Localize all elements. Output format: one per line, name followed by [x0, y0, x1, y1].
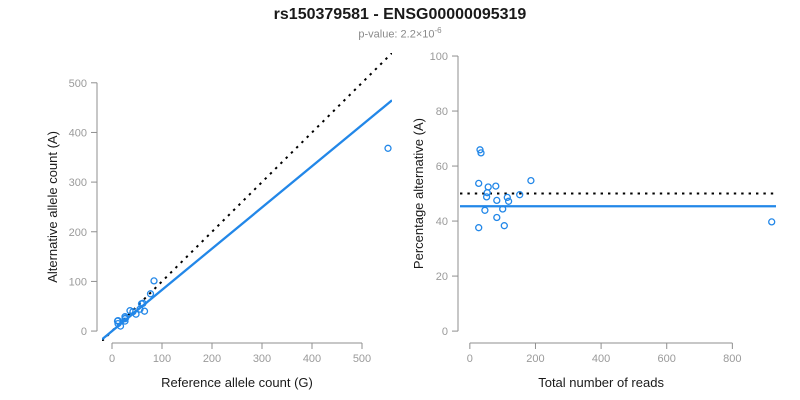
y-tick-label: 0 [442, 326, 448, 338]
data-point [768, 218, 776, 226]
y-tick-label: 100 [430, 51, 448, 63]
data-point [493, 196, 501, 205]
y-tick-label: 60 [436, 161, 448, 173]
x-tick-label: 300 [253, 353, 271, 365]
p-value-exponent: -6 [434, 26, 442, 35]
data-point [482, 193, 491, 201]
left-plot-x-axis-title: Reference allele count (G) [161, 375, 313, 390]
data-point [527, 176, 535, 185]
right-plot-x-axis-title: Total number of reads [538, 375, 664, 390]
x-tick-label: 400 [592, 353, 610, 365]
data-point [481, 206, 489, 214]
y-tick-label: 100 [69, 276, 87, 288]
data-point [493, 213, 501, 222]
y-tick-label: 200 [69, 227, 87, 239]
data-point [146, 290, 155, 298]
data-point [499, 205, 507, 213]
fit-line [102, 99, 392, 341]
right-plot-y-axis-title: Percentage alternative (A) [411, 118, 426, 269]
left-plot-y-axis: 0 100 200 300 400 500 [69, 78, 98, 338]
data-point [516, 191, 524, 199]
left-plot-x-axis: 0 100 200 300 400 500 [109, 342, 371, 365]
x-tick-label: 200 [203, 353, 221, 365]
right-plot: 0 200 400 600 800 0 20 40 60 80 100 Total number of… [411, 51, 776, 390]
x-tick-label: 0 [467, 353, 473, 365]
data-point [475, 224, 483, 232]
y-tick-label: 300 [69, 177, 87, 189]
x-tick-label: 0 [109, 353, 115, 365]
x-tick-label: 100 [153, 353, 171, 365]
data-point [484, 183, 492, 191]
y-tick-label: 40 [436, 216, 448, 228]
data-point [503, 193, 511, 202]
left-plot: 0 100 200 300 400 500 0 100 200 300 400 500 Referenc… [45, 53, 392, 390]
data-point [476, 146, 484, 154]
y-tick-label: 80 [436, 106, 448, 118]
data-point [132, 310, 140, 318]
data-point [504, 197, 513, 205]
x-tick-label: 800 [723, 353, 741, 365]
data-point [121, 317, 129, 325]
y-tick-label: 500 [69, 78, 87, 90]
data-point [475, 179, 483, 188]
left-plot-y-axis-title: Alternative allele count (A) [45, 131, 60, 283]
data-point [150, 277, 158, 285]
y-tick-label: 0 [81, 326, 87, 338]
data-point [116, 322, 125, 330]
y-tick-label: 400 [69, 127, 87, 139]
data-point [477, 149, 485, 157]
y-tick-label: 20 [436, 271, 448, 283]
x-tick-label: 600 [658, 353, 676, 365]
plot-title: rs150379581 - ENSG00000095319 [273, 6, 527, 23]
right-plot-x-axis: 0 200 400 600 800 [467, 342, 742, 365]
right-plot-y-axis: 0 20 40 60 80 100 [430, 51, 459, 338]
x-tick-label: 400 [303, 353, 321, 365]
data-point [500, 222, 508, 230]
data-point [121, 313, 129, 321]
data-point [384, 144, 392, 152]
x-tick-label: 200 [526, 353, 544, 365]
plot-subtitle: p-value: 2.2×10-6 [0, 26, 800, 41]
data-point [139, 299, 147, 307]
data-point [492, 182, 500, 190]
identity-line [102, 53, 392, 341]
x-tick-label: 500 [353, 353, 371, 365]
data-point [483, 189, 491, 197]
data-point [140, 307, 149, 315]
p-value-text: p-value: 2.2×10 [358, 28, 435, 41]
